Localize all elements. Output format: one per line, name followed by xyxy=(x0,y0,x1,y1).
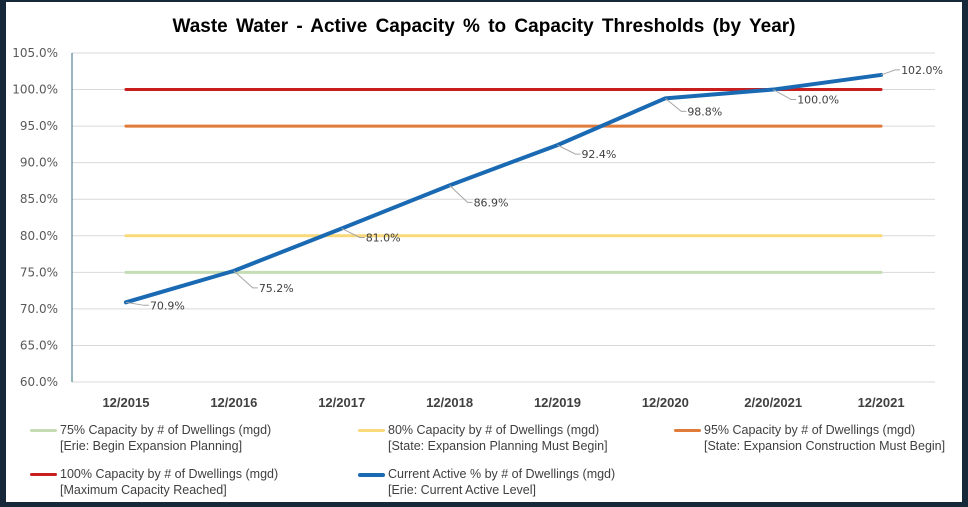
x-tick-label: 12/2020 xyxy=(642,395,689,410)
legend-sublabel: [State: Expansion Planning Must Begin] xyxy=(388,439,608,453)
data-label: 86.9% xyxy=(474,196,509,209)
legend-item: 80% Capacity by # of Dwellings (mgd) [Sta… xyxy=(358,422,608,454)
y-tick-label: 70.0% xyxy=(20,302,58,316)
data-label: 81.0% xyxy=(366,231,401,244)
legend-label: 95% Capacity by # of Dwellings (mgd) xyxy=(704,423,916,437)
y-tick-label: 95.0% xyxy=(20,119,58,133)
legend-label: 80% Capacity by # of Dwellings (mgd) xyxy=(388,423,600,437)
legend-swatch xyxy=(30,473,57,476)
legend-label: 100% Capacity by # of Dwellings (mgd) xyxy=(60,467,279,481)
data-label-leader xyxy=(449,184,473,203)
data-label-leader xyxy=(233,270,258,289)
data-label-leader xyxy=(664,97,687,112)
y-tick-label: 65.0% xyxy=(20,338,58,352)
x-axis: 12/2015 12/2016 12/2017 12/2018 12/2019 12/20… xyxy=(102,395,904,410)
legend-sublabel: [Erie: Current Active Level] xyxy=(388,483,536,497)
x-tick-label: 2/20/2021 xyxy=(744,395,802,410)
legend-label: Current Active % by # of Dwellings (mgd) xyxy=(388,467,616,481)
y-tick-label: 60.0% xyxy=(20,375,58,389)
data-label: 75.2% xyxy=(259,282,294,295)
x-tick-label: 12/2019 xyxy=(534,395,581,410)
series-lines xyxy=(123,72,884,305)
y-tick-label: 105.0% xyxy=(12,46,58,60)
data-label: 70.9% xyxy=(150,299,185,312)
legend-swatch xyxy=(358,473,385,477)
legend-label: 75% Capacity by # of Dwellings (mgd) xyxy=(60,423,272,437)
legend-sublabel: [State: Expansion Construction Must Begi… xyxy=(704,439,946,453)
legend-swatch xyxy=(674,429,701,432)
x-tick-label: 12/2017 xyxy=(318,395,365,410)
x-tick-label: 12/2021 xyxy=(858,395,905,410)
y-tick-label: 85.0% xyxy=(20,192,58,206)
legend-sublabel: [Maximum Capacity Reached] xyxy=(60,483,227,497)
legend-item: 100% Capacity by # of Dwellings (mgd) [Ma… xyxy=(30,466,279,498)
y-axis: 60.0% 65.0% 70.0% 75.0% 80.0% 85.0% 90.0% 95.0%… xyxy=(12,46,73,389)
x-tick-label: 12/2015 xyxy=(102,395,149,410)
y-tick-label: 100.0% xyxy=(12,83,58,97)
legend-item: 95% Capacity by # of Dwellings (mgd) [Sta… xyxy=(674,422,946,454)
legend-swatch xyxy=(30,429,57,432)
data-label-leader xyxy=(125,301,149,306)
data-label: 92.4% xyxy=(581,148,616,161)
series-line-current-active xyxy=(123,72,884,305)
x-tick-label: 12/2016 xyxy=(210,395,257,410)
data-label: 102.0% xyxy=(901,64,943,77)
legend-item: Current Active % by # of Dwellings (mgd)… xyxy=(358,466,616,498)
y-tick-label: 80.0% xyxy=(20,229,58,243)
y-tick-label: 75.0% xyxy=(20,265,58,279)
chart-title: Waste Water - Active Capacity % to Capac… xyxy=(172,16,796,37)
data-label-leader xyxy=(772,89,797,101)
legend-swatch xyxy=(358,429,385,432)
legend-sublabel: [Erie: Begin Expansion Planning] xyxy=(60,439,243,453)
data-label-leader xyxy=(557,144,581,155)
y-tick-label: 90.0% xyxy=(20,156,58,170)
data-label-leader xyxy=(880,69,901,76)
data-label-leader xyxy=(341,228,365,238)
x-tick-label: 12/2018 xyxy=(426,395,473,410)
legend-item: 75% Capacity by # of Dwellings (mgd) [Eri… xyxy=(30,422,272,454)
data-labels: 70.9% 75.2% 81.0% 86.9% 92.4% 98.8% 100.0% 102.… xyxy=(125,64,943,312)
data-label: 100.0% xyxy=(797,94,839,107)
data-label: 98.8% xyxy=(687,105,722,118)
